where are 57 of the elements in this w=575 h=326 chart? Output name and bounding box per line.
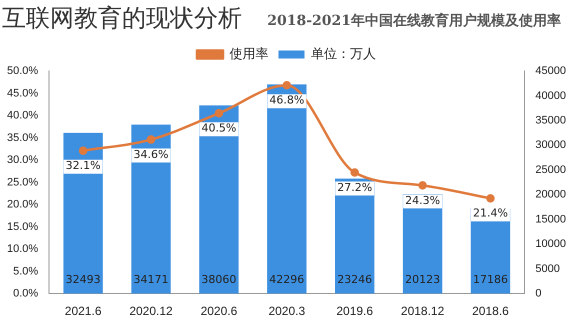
data-label: 38060 xyxy=(201,272,236,286)
y2-tick-label: 5000 xyxy=(535,262,560,275)
data-label: 32.1% xyxy=(66,159,101,172)
y-tick-label: 5.0% xyxy=(13,265,38,278)
data-label: 34.6% xyxy=(134,148,168,161)
data-label: 27.2% xyxy=(337,180,372,194)
bar xyxy=(267,84,306,294)
chart-title: 互联网教育的现状分析 xyxy=(2,3,242,34)
x-tick-label: 2020.6 xyxy=(200,304,238,318)
y2-tick-label: 45000 xyxy=(535,65,566,78)
chart-subtitle: 2018-2021年中国在线教育用户规模及使用率 xyxy=(267,12,561,30)
point xyxy=(214,109,224,118)
data-label: 24.3% xyxy=(405,194,440,207)
data-label: 32493 xyxy=(66,272,101,286)
y-tick-label: 35.0% xyxy=(6,132,38,144)
y-tick-label: 10.0% xyxy=(6,243,38,256)
bar xyxy=(199,105,239,294)
y2-tick-label: 30000 xyxy=(535,139,566,152)
data-label: 40.5% xyxy=(201,122,236,135)
y2-tick-label: 40000 xyxy=(535,90,566,102)
point xyxy=(146,135,156,144)
data-label: 42296 xyxy=(269,272,304,286)
x-tick-label: 2020.3 xyxy=(268,304,306,318)
data-label: 20123 xyxy=(405,272,440,286)
x-tick-label: 2018.6 xyxy=(472,304,510,318)
data-label: 46.8% xyxy=(269,94,304,107)
y-tick-label: 45.0% xyxy=(6,87,38,100)
y2-tick-label: 25000 xyxy=(535,164,566,176)
legend-label: 单位：万人 xyxy=(311,46,376,62)
y2-tick-label: 35000 xyxy=(535,114,566,126)
y-tick-label: 30.0% xyxy=(6,154,38,166)
point xyxy=(486,194,495,203)
point xyxy=(78,146,88,155)
point xyxy=(282,80,292,90)
y2-tick-label: 0 xyxy=(535,288,542,300)
y-tick-label: 50.0% xyxy=(6,65,38,78)
y-tick-label: 15.0% xyxy=(6,220,38,233)
y2-tick-label: 15000 xyxy=(535,213,566,226)
point xyxy=(418,181,427,190)
y-tick-label: 0.0% xyxy=(13,288,38,300)
data-label: 34171 xyxy=(134,272,169,286)
bar xyxy=(131,124,171,294)
y2-tick-label: 10000 xyxy=(535,238,566,250)
y2-tick-label: 20000 xyxy=(535,188,566,201)
legend-label: 使用率 xyxy=(230,46,268,62)
data-label: 23246 xyxy=(337,272,372,286)
y-tick-label: 40.0% xyxy=(6,110,38,122)
point xyxy=(350,168,359,177)
data-label: 17186 xyxy=(472,272,508,286)
bar xyxy=(63,132,103,294)
data-label: 21.4% xyxy=(472,206,508,220)
y-tick-label: 20.0% xyxy=(6,198,38,211)
x-tick-label: 2019.6 xyxy=(336,304,374,318)
x-tick-label: 2021.6 xyxy=(64,304,102,318)
x-tick-label: 2018.12 xyxy=(400,304,445,318)
x-tick-label: 2020.12 xyxy=(129,304,174,318)
y-tick-label: 25.0% xyxy=(6,176,38,188)
